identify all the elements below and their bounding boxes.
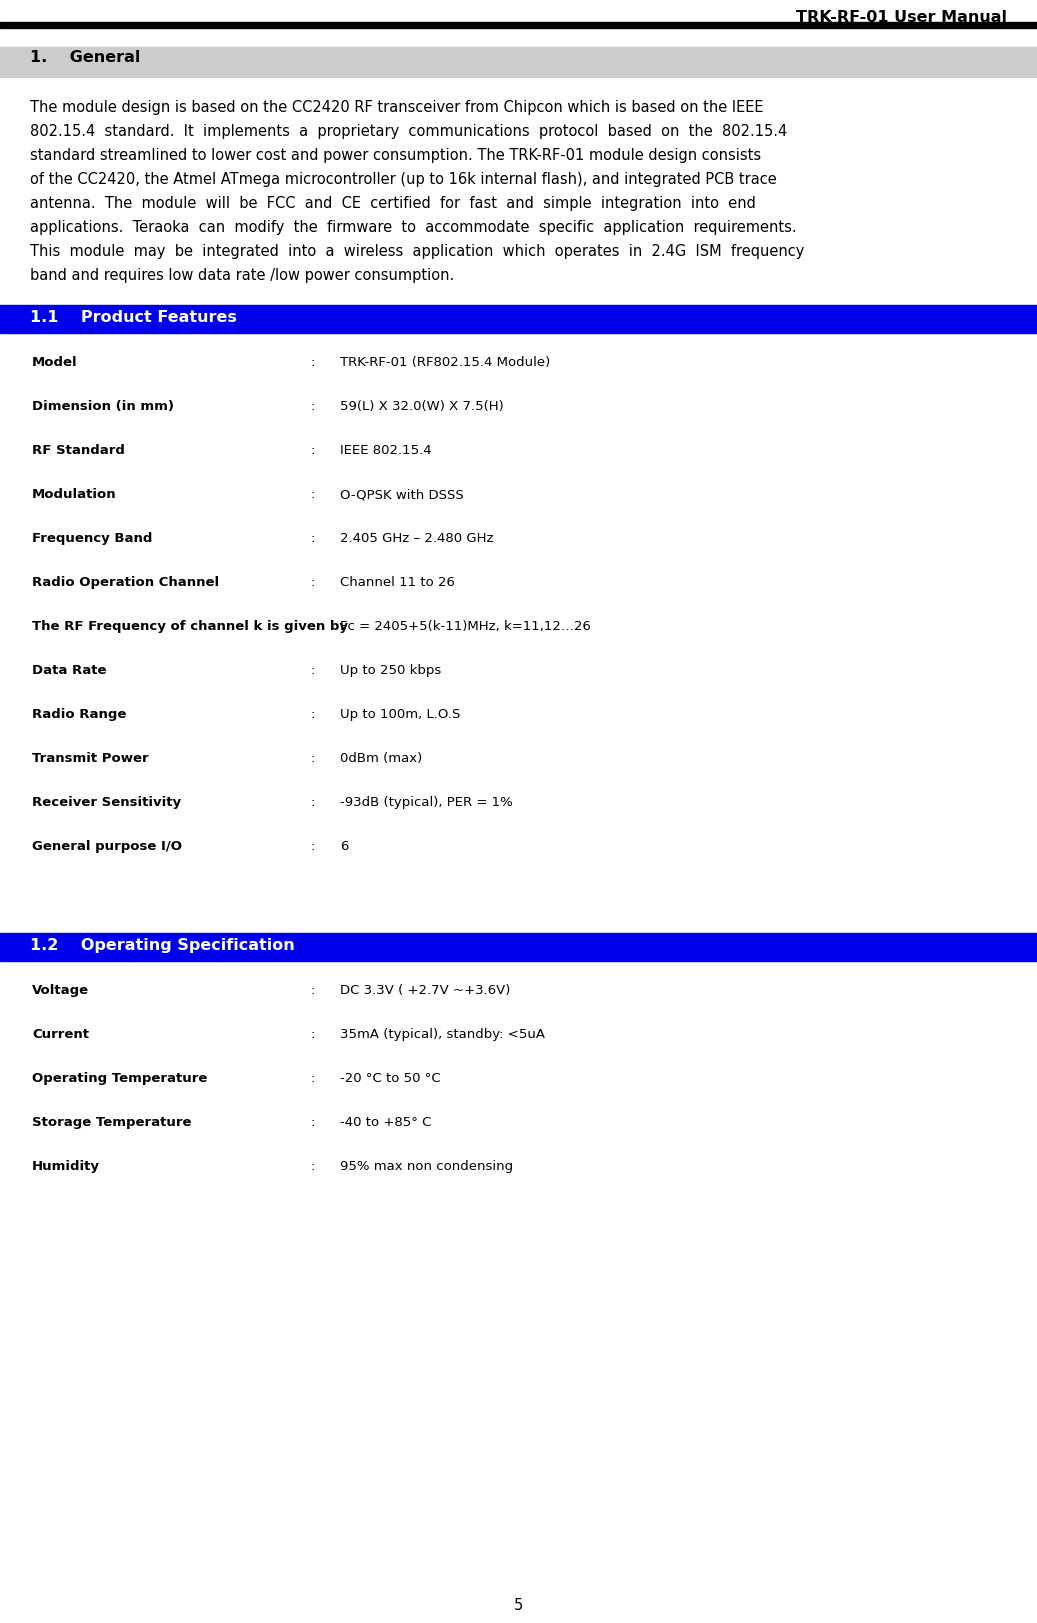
Text: :: : — [310, 1071, 314, 1084]
Text: :: : — [310, 399, 314, 412]
Text: 35mA (typical), standby: <5uA: 35mA (typical), standby: <5uA — [340, 1027, 545, 1040]
Text: :: : — [310, 708, 314, 721]
Text: -20 °C to 50 °C: -20 °C to 50 °C — [340, 1071, 441, 1084]
Text: DC 3.3V ( +2.7V ~+3.6V): DC 3.3V ( +2.7V ~+3.6V) — [340, 984, 510, 997]
Text: 95% max non condensing: 95% max non condensing — [340, 1159, 513, 1172]
Text: Channel 11 to 26: Channel 11 to 26 — [340, 576, 455, 589]
Text: RF Standard: RF Standard — [32, 443, 124, 456]
Text: Transmit Power: Transmit Power — [32, 751, 148, 764]
Text: :: : — [310, 1115, 314, 1128]
Text: 6: 6 — [340, 839, 348, 852]
Text: 802.15.4  standard.  It  implements  a  proprietary  communications  protocol  b: 802.15.4 standard. It implements a propr… — [30, 123, 787, 140]
Text: 5: 5 — [513, 1597, 523, 1612]
Text: Radio Operation Channel: Radio Operation Channel — [32, 576, 219, 589]
Text: antenna.  The  module  will  be  FCC  and  CE  certified  for  fast  and  simple: antenna. The module will be FCC and CE c… — [30, 196, 756, 211]
Text: Receiver Sensitivity: Receiver Sensitivity — [32, 795, 181, 808]
Text: Frequency Band: Frequency Band — [32, 532, 152, 545]
Text: :: : — [310, 443, 314, 456]
Text: General purpose I/O: General purpose I/O — [32, 839, 183, 852]
Text: Current: Current — [32, 1027, 89, 1040]
Text: :: : — [310, 532, 314, 545]
Text: :: : — [310, 576, 314, 589]
Text: :: : — [310, 487, 314, 500]
Text: 0dBm (max): 0dBm (max) — [340, 751, 422, 764]
Text: Voltage: Voltage — [32, 984, 89, 997]
Text: standard streamlined to lower cost and power consumption. The TRK-RF-01 module d: standard streamlined to lower cost and p… — [30, 148, 761, 162]
Text: Dimension (in mm): Dimension (in mm) — [32, 399, 174, 412]
Bar — [0, 23, 1037, 29]
Text: :: : — [310, 1027, 314, 1040]
Text: IEEE 802.15.4: IEEE 802.15.4 — [340, 443, 431, 456]
Text: Humidity: Humidity — [32, 1159, 100, 1172]
Text: Model: Model — [32, 355, 78, 368]
Text: -40 to +85° C: -40 to +85° C — [340, 1115, 431, 1128]
Text: :: : — [310, 355, 314, 368]
Text: 1.1    Product Features: 1.1 Product Features — [30, 310, 236, 325]
Bar — [0, 305, 1037, 334]
Bar — [0, 933, 1037, 961]
Text: :: : — [310, 984, 314, 997]
Text: Storage Temperature: Storage Temperature — [32, 1115, 192, 1128]
Text: Radio Range: Radio Range — [32, 708, 127, 721]
Text: applications.  Teraoka  can  modify  the  firmware  to  accommodate  specific  a: applications. Teraoka can modify the fir… — [30, 219, 796, 235]
Text: 59(L) X 32.0(W) X 7.5(H): 59(L) X 32.0(W) X 7.5(H) — [340, 399, 504, 412]
Text: TRK-RF-01 (RF802.15.4 Module): TRK-RF-01 (RF802.15.4 Module) — [340, 355, 551, 368]
Text: :: : — [310, 664, 314, 677]
Text: Up to 100m, L.O.S: Up to 100m, L.O.S — [340, 708, 460, 721]
Text: :: : — [310, 751, 314, 764]
Text: of the CC2420, the Atmel ATmega microcontroller (up to 16k internal flash), and : of the CC2420, the Atmel ATmega microcon… — [30, 172, 777, 187]
Text: 2.405 GHz – 2.480 GHz: 2.405 GHz – 2.480 GHz — [340, 532, 494, 545]
Text: 1.2    Operating Specification: 1.2 Operating Specification — [30, 938, 295, 953]
Text: :: : — [310, 1159, 314, 1172]
Text: Fc = 2405+5(k-11)MHz, k=11,12…26: Fc = 2405+5(k-11)MHz, k=11,12…26 — [340, 620, 591, 633]
Text: The module design is based on the CC2420 RF transceiver from Chipcon which is ba: The module design is based on the CC2420… — [30, 101, 763, 115]
Text: :: : — [310, 839, 314, 852]
Text: band and requires low data rate /low power consumption.: band and requires low data rate /low pow… — [30, 268, 454, 282]
Bar — [0, 49, 1037, 78]
Text: The RF Frequency of channel k is given by: The RF Frequency of channel k is given b… — [32, 620, 348, 633]
Text: Up to 250 kbps: Up to 250 kbps — [340, 664, 442, 677]
Text: This  module  may  be  integrated  into  a  wireless  application  which  operat: This module may be integrated into a wir… — [30, 243, 805, 258]
Text: Operating Temperature: Operating Temperature — [32, 1071, 207, 1084]
Text: 1.    General: 1. General — [30, 50, 140, 65]
Text: :: : — [310, 620, 314, 633]
Text: Data Rate: Data Rate — [32, 664, 107, 677]
Text: O-QPSK with DSSS: O-QPSK with DSSS — [340, 487, 464, 500]
Text: -93dB (typical), PER = 1%: -93dB (typical), PER = 1% — [340, 795, 512, 808]
Text: TRK-RF-01 User Manual: TRK-RF-01 User Manual — [796, 10, 1007, 24]
Text: :: : — [310, 795, 314, 808]
Text: Modulation: Modulation — [32, 487, 116, 500]
